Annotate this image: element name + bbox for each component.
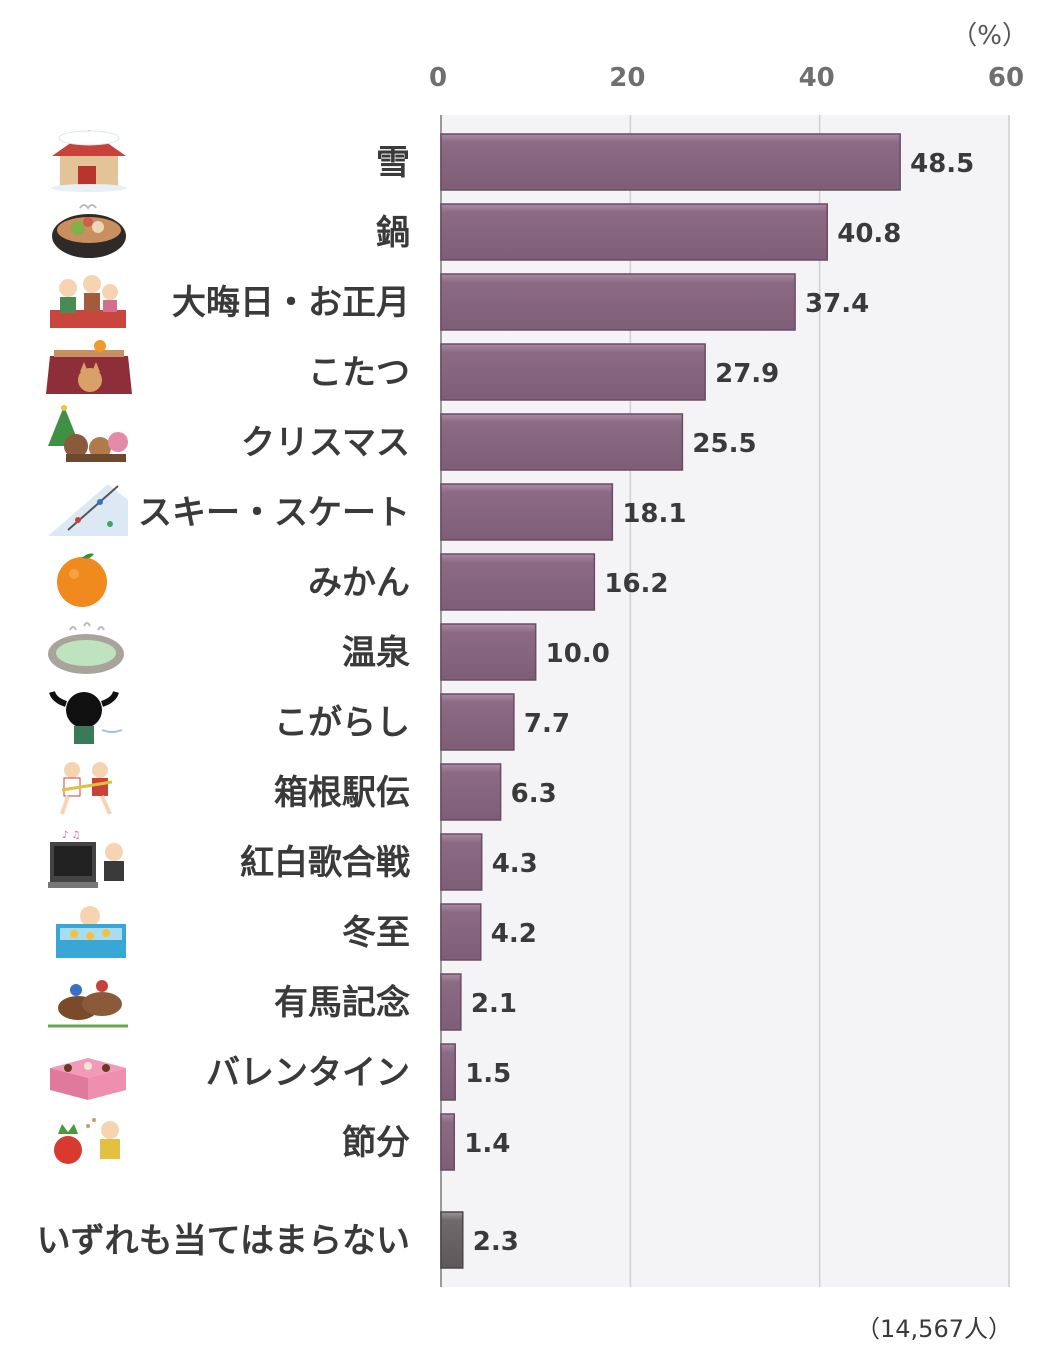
bar-13	[440, 1043, 456, 1101]
bar-2	[440, 273, 796, 331]
tick-label-0: 0	[429, 63, 447, 93]
bar-12	[440, 973, 462, 1031]
bar-7	[440, 623, 537, 681]
category-label-7: 温泉	[342, 633, 410, 673]
tick-label-60: 60	[988, 63, 1024, 93]
value-label-4: 25.5	[692, 429, 756, 459]
category-label-1: 鍋	[376, 213, 410, 253]
category-label-3: こたつ	[308, 353, 410, 393]
category-label-10: 紅白歌合戦	[240, 843, 410, 883]
value-label-14: 1.4	[464, 1129, 510, 1159]
value-label-10: 4.3	[492, 849, 538, 879]
category-label-12: 有馬記念	[274, 983, 410, 1023]
bar-6	[440, 553, 596, 611]
value-label-9: 6.3	[511, 779, 557, 809]
category-label-13: バレンタイン	[206, 1053, 410, 1093]
value-label-7: 10.0	[546, 639, 610, 669]
unit-label: （%）	[951, 21, 1028, 51]
bar-4	[440, 413, 684, 471]
ski-slope-icon	[48, 484, 128, 536]
svg-text:♪ ♫: ♪ ♫	[62, 830, 81, 841]
category-label-9: 箱根駅伝	[274, 773, 410, 813]
kotatsu-cat-icon	[46, 340, 132, 394]
category-label-0: 雪	[376, 143, 410, 183]
category-label-14: 節分	[342, 1123, 410, 1163]
value-label-0: 48.5	[910, 149, 974, 179]
value-label-15: 2.3	[473, 1227, 519, 1257]
bar-9	[440, 763, 502, 821]
value-label-2: 37.4	[805, 289, 869, 319]
relay-runners-icon	[60, 762, 113, 815]
category-label-4: クリスマス	[241, 423, 410, 463]
mandarin-orange-icon	[57, 553, 107, 607]
value-label-5: 18.1	[622, 499, 686, 529]
horse-race-icon	[48, 980, 128, 1028]
yuzu-bath-icon	[56, 906, 126, 958]
hot-pot-icon	[52, 204, 126, 258]
new-year-family-icon	[50, 275, 126, 328]
bar-15	[440, 1211, 464, 1269]
tv-singing-icon: ♪ ♫	[48, 830, 124, 888]
value-label-12: 2.1	[471, 989, 517, 1019]
value-label-8: 7.7	[524, 709, 570, 739]
category-label-8: こがらし	[274, 703, 410, 743]
respondents-note: （14,567人）	[856, 1315, 1012, 1343]
tick-label-20: 20	[609, 63, 645, 93]
value-label-13: 1.5	[465, 1059, 511, 1089]
bar-8	[440, 693, 515, 751]
value-label-11: 4.2	[491, 919, 537, 949]
bar-0	[440, 133, 901, 191]
category-label-2: 大晦日・お正月	[172, 283, 410, 323]
value-label-3: 27.9	[715, 359, 779, 389]
chocolate-box-icon	[50, 1058, 126, 1100]
bar-14	[440, 1113, 456, 1171]
tick-label-40: 40	[799, 63, 835, 93]
bar-1	[440, 203, 828, 261]
setsubun-oni-icon	[54, 1118, 120, 1164]
cold-wind-icon	[49, 691, 123, 744]
bar-3	[440, 343, 706, 401]
christmas-animals-icon	[48, 405, 128, 462]
bar-5	[440, 483, 614, 541]
bar-11	[440, 903, 482, 961]
value-label-6: 16.2	[604, 569, 668, 599]
value-label-1: 40.8	[837, 219, 901, 249]
bar-10	[440, 833, 483, 891]
category-label-5: スキー・スケート	[138, 493, 410, 533]
hot-spring-icon	[48, 622, 124, 674]
category-label-6: みかん	[308, 563, 410, 603]
category-label-11: 冬至	[342, 913, 410, 953]
category-label-15: いずれも当てはまらない	[37, 1221, 410, 1261]
snow-house-icon	[51, 130, 127, 192]
